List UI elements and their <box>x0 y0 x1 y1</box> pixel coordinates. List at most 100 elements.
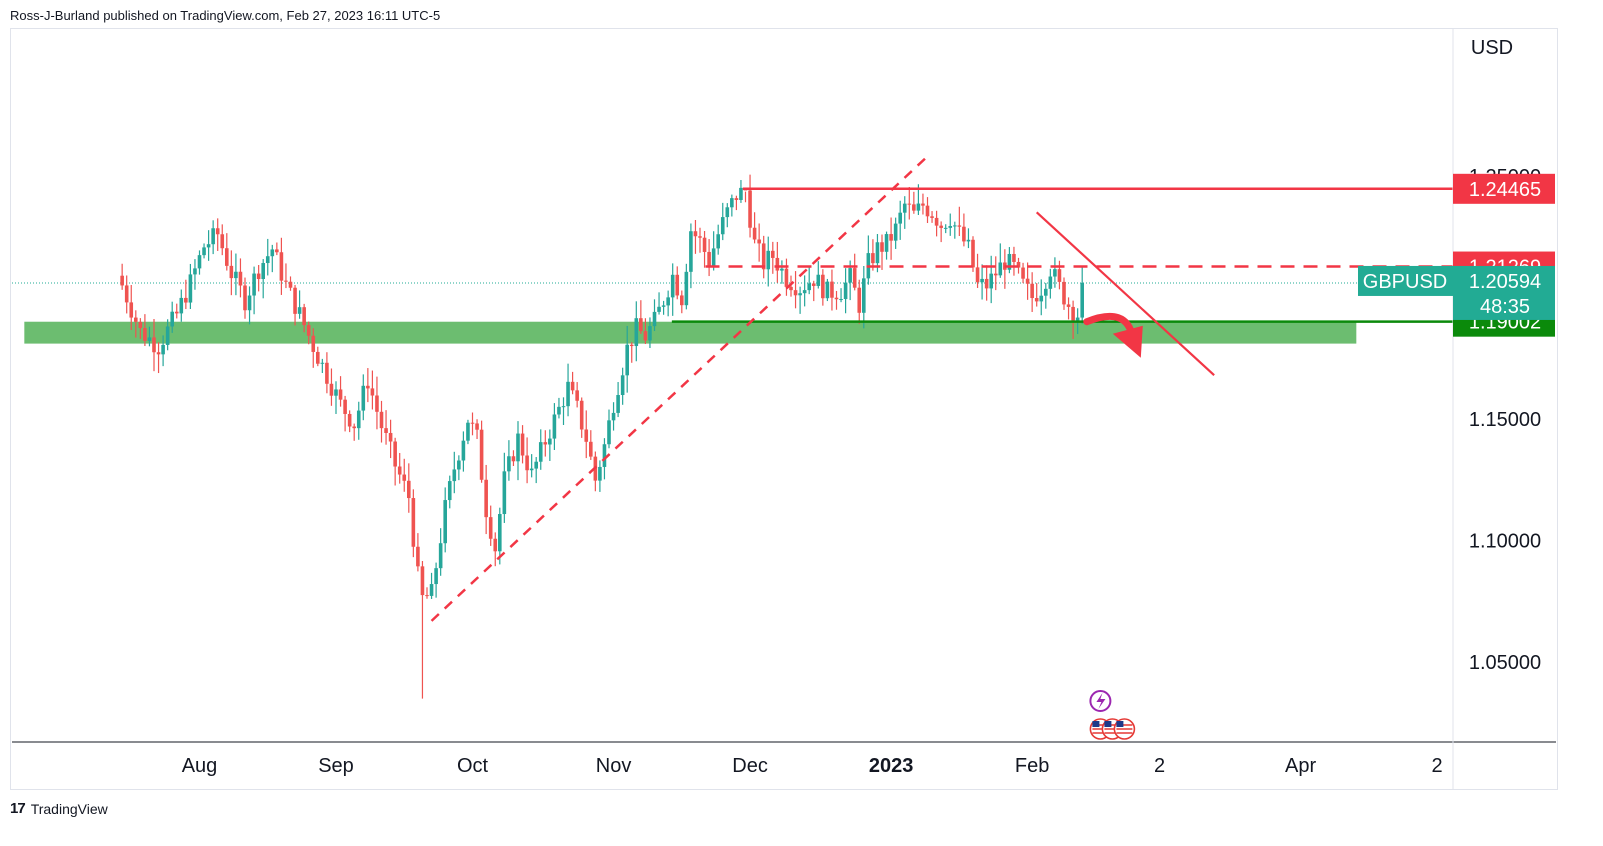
candle-body <box>302 307 306 326</box>
candle-body <box>670 274 675 298</box>
candle-body <box>725 207 730 218</box>
candle <box>329 368 334 406</box>
candle-body <box>1039 295 1044 302</box>
candle-body <box>388 432 393 442</box>
candle-body <box>811 283 816 286</box>
time-tick-label: Oct <box>457 755 489 777</box>
candle-body <box>934 217 939 226</box>
candle <box>802 275 807 307</box>
candle-body <box>338 389 343 400</box>
candle <box>325 352 329 394</box>
candle <box>220 224 225 256</box>
candle <box>516 421 520 481</box>
candle-body <box>1012 253 1016 262</box>
candle <box>256 265 261 292</box>
candle-body <box>252 273 256 296</box>
candle-body <box>693 231 698 237</box>
candle-body <box>698 236 702 238</box>
candle <box>953 221 957 239</box>
candle-body <box>234 271 238 279</box>
candle <box>429 572 434 599</box>
candle-body <box>966 239 971 242</box>
candle-body <box>297 307 302 314</box>
candle <box>639 300 643 334</box>
candle <box>206 230 211 261</box>
candle <box>1030 272 1034 312</box>
candle <box>234 253 238 296</box>
candle-body <box>470 422 475 424</box>
candle-body <box>397 466 402 475</box>
lightning-bolt-icon <box>1096 693 1106 709</box>
candle-body <box>834 297 839 300</box>
candle <box>752 212 757 244</box>
candle-body <box>1066 304 1071 307</box>
candle <box>1048 268 1053 299</box>
candle-body <box>429 584 434 596</box>
candle <box>634 301 639 362</box>
candle-body <box>971 239 975 268</box>
candle-body <box>270 249 275 257</box>
candle <box>306 321 311 345</box>
candle <box>689 223 693 289</box>
candle <box>998 243 1003 278</box>
candle-body <box>206 244 211 248</box>
candle-body <box>802 290 807 294</box>
candle-body <box>825 281 830 299</box>
candle-body <box>775 257 780 271</box>
candle <box>184 279 188 310</box>
candle <box>593 451 598 492</box>
candle-body <box>707 251 711 267</box>
candle <box>989 255 993 304</box>
price-tag-label: 1.24465 <box>1469 179 1541 201</box>
candle-body <box>184 297 188 303</box>
candle <box>548 429 552 461</box>
candle-body <box>648 326 652 341</box>
candle <box>757 223 761 262</box>
candle <box>611 402 616 431</box>
candle <box>215 218 220 251</box>
candle <box>1003 249 1007 289</box>
candle-body <box>830 281 834 298</box>
candle-body <box>561 406 566 408</box>
candle-body <box>347 413 352 427</box>
candle-body <box>680 295 684 306</box>
candle <box>265 238 270 276</box>
candle-body <box>839 299 843 301</box>
candle <box>889 217 893 260</box>
candle <box>798 286 802 314</box>
candle <box>120 263 124 290</box>
candle <box>734 195 739 211</box>
candle <box>693 219 698 254</box>
candle <box>821 269 825 306</box>
candle-body <box>425 595 429 597</box>
candle <box>748 174 752 238</box>
candle <box>670 263 675 316</box>
candle-body <box>256 273 261 280</box>
candle <box>397 452 402 484</box>
candle-body <box>366 385 370 389</box>
candle-body <box>720 217 725 235</box>
candle <box>984 265 989 301</box>
currency-label: USD <box>1471 37 1513 59</box>
candle-body <box>370 388 375 396</box>
candle <box>725 203 730 228</box>
candle-body <box>320 362 325 364</box>
candle <box>498 507 502 565</box>
candle <box>484 464 488 535</box>
candle-body <box>1048 276 1053 289</box>
event-icons-layer <box>1089 690 1136 740</box>
candle <box>766 236 771 287</box>
candle-body <box>757 239 761 244</box>
candle-body <box>488 517 493 539</box>
candle-body <box>1057 269 1062 282</box>
candle <box>270 244 275 273</box>
candle-body <box>1016 261 1021 268</box>
candle <box>384 410 388 445</box>
footer-brand: 17 TradingView <box>10 800 108 817</box>
candle <box>566 363 570 417</box>
candle-body <box>575 390 579 401</box>
flag-canton <box>1104 721 1112 727</box>
rising-trendline <box>430 155 929 622</box>
